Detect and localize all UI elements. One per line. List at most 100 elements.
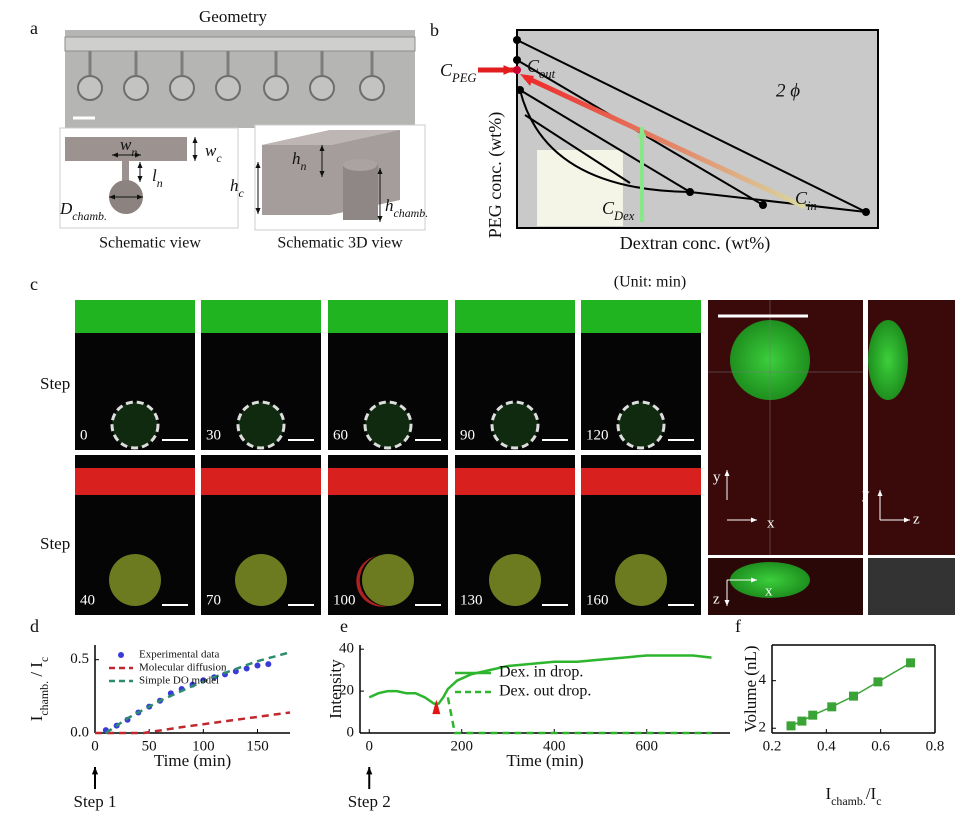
point	[873, 677, 883, 687]
panel-label: a	[30, 18, 38, 38]
chamber	[123, 75, 149, 101]
label-part: in	[807, 199, 817, 213]
x-axis-label: Ichamb./Ic	[825, 784, 881, 808]
label-part: w	[120, 135, 132, 154]
label-part: I	[27, 715, 46, 721]
panel-label: c	[30, 274, 38, 294]
label-part: /I	[866, 784, 877, 803]
arrow-head	[137, 162, 143, 168]
x-tick-label: 0	[91, 738, 99, 754]
label-part: c	[876, 794, 881, 808]
x-tick-label: 600	[636, 738, 659, 754]
label-part: C	[527, 56, 540, 76]
y-tick-label: 4	[759, 672, 767, 688]
x-tick-label: 0.8	[926, 738, 945, 754]
point	[797, 716, 807, 726]
point	[827, 702, 837, 712]
unit-note: (Unit: min)	[614, 274, 686, 291]
series-line	[368, 654, 712, 705]
label: hchamb.	[385, 196, 428, 220]
arrow-head	[724, 470, 730, 476]
y-tick-label: 0.0	[70, 724, 89, 740]
label: CPEG	[440, 60, 477, 85]
point	[808, 710, 818, 720]
label-part: I	[825, 784, 831, 803]
axis-label: y	[862, 486, 870, 502]
arrow-head	[137, 176, 143, 182]
droplet	[236, 400, 286, 450]
arrow-head	[192, 155, 198, 161]
legend-label: Experimental data	[139, 649, 219, 661]
point	[265, 661, 272, 668]
phase-label: 2 ϕ	[776, 80, 800, 101]
channel	[64, 36, 416, 52]
x-tick-label: 50	[142, 738, 157, 754]
point	[254, 662, 261, 669]
droplet	[362, 554, 414, 606]
label-part: C	[602, 198, 615, 218]
cylinder	[343, 165, 378, 220]
label: hn	[292, 149, 307, 173]
axis-label: PEG conc. (wt%)	[485, 112, 506, 238]
label: CDex	[602, 198, 635, 223]
y-tick-label: 40	[339, 641, 354, 657]
droplet	[489, 554, 541, 606]
time-label: 120	[586, 427, 609, 443]
point	[243, 665, 250, 672]
binodal	[516, 39, 867, 213]
label-part: out	[539, 67, 556, 81]
block-top	[262, 130, 400, 145]
point	[786, 721, 796, 731]
axis-label: y	[713, 469, 721, 485]
label: Dchamb.	[59, 199, 107, 223]
series-line	[105, 651, 291, 735]
channel	[328, 300, 448, 333]
channel	[201, 300, 321, 333]
axis-label: z	[713, 591, 720, 607]
x-tick-label: 400	[543, 738, 566, 754]
x-axis-label: Time (min)	[154, 751, 231, 770]
label: Cout	[527, 56, 556, 81]
tie-line	[524, 114, 631, 184]
region	[537, 150, 623, 226]
legend-label: Simple DO model	[139, 675, 219, 687]
chamber	[359, 75, 385, 101]
arrow-head	[751, 577, 757, 583]
y-tick-label: 20	[339, 683, 354, 699]
channel	[75, 468, 195, 495]
chamber	[309, 75, 335, 101]
label-part: h	[230, 176, 239, 195]
axis-label: z	[913, 511, 920, 527]
arrow-head	[255, 208, 261, 214]
arrow-head	[137, 194, 143, 200]
arrow-head	[91, 767, 99, 775]
arrow-head	[192, 137, 198, 143]
annotation: Step 1	[74, 792, 117, 811]
confocal-corner	[868, 558, 955, 615]
label: wn	[120, 135, 137, 159]
chamber	[169, 75, 195, 101]
caption: Schematic view	[99, 235, 201, 252]
legend-label: Dex. out drop.	[499, 683, 591, 700]
time-label: 160	[586, 592, 609, 608]
arrow-head	[319, 145, 325, 151]
node	[513, 36, 521, 44]
droplet	[235, 554, 287, 606]
y-axis-label: Ichamb. / Ic	[27, 657, 51, 722]
series-line	[95, 711, 291, 735]
time-label: 100	[333, 592, 356, 608]
label-part: PEG	[451, 71, 476, 85]
tie-arrow	[523, 74, 807, 210]
point	[906, 658, 916, 668]
label-part: chamb.	[831, 794, 866, 808]
label-part: c	[216, 151, 222, 165]
arrow-head	[109, 194, 115, 200]
label-part: C	[440, 60, 453, 80]
marker-arrow	[432, 699, 441, 715]
confocal-drop	[868, 320, 908, 400]
arrow-head	[319, 171, 325, 177]
time-label: 40	[80, 592, 95, 608]
droplet	[615, 554, 667, 606]
label-part: n	[301, 159, 307, 173]
